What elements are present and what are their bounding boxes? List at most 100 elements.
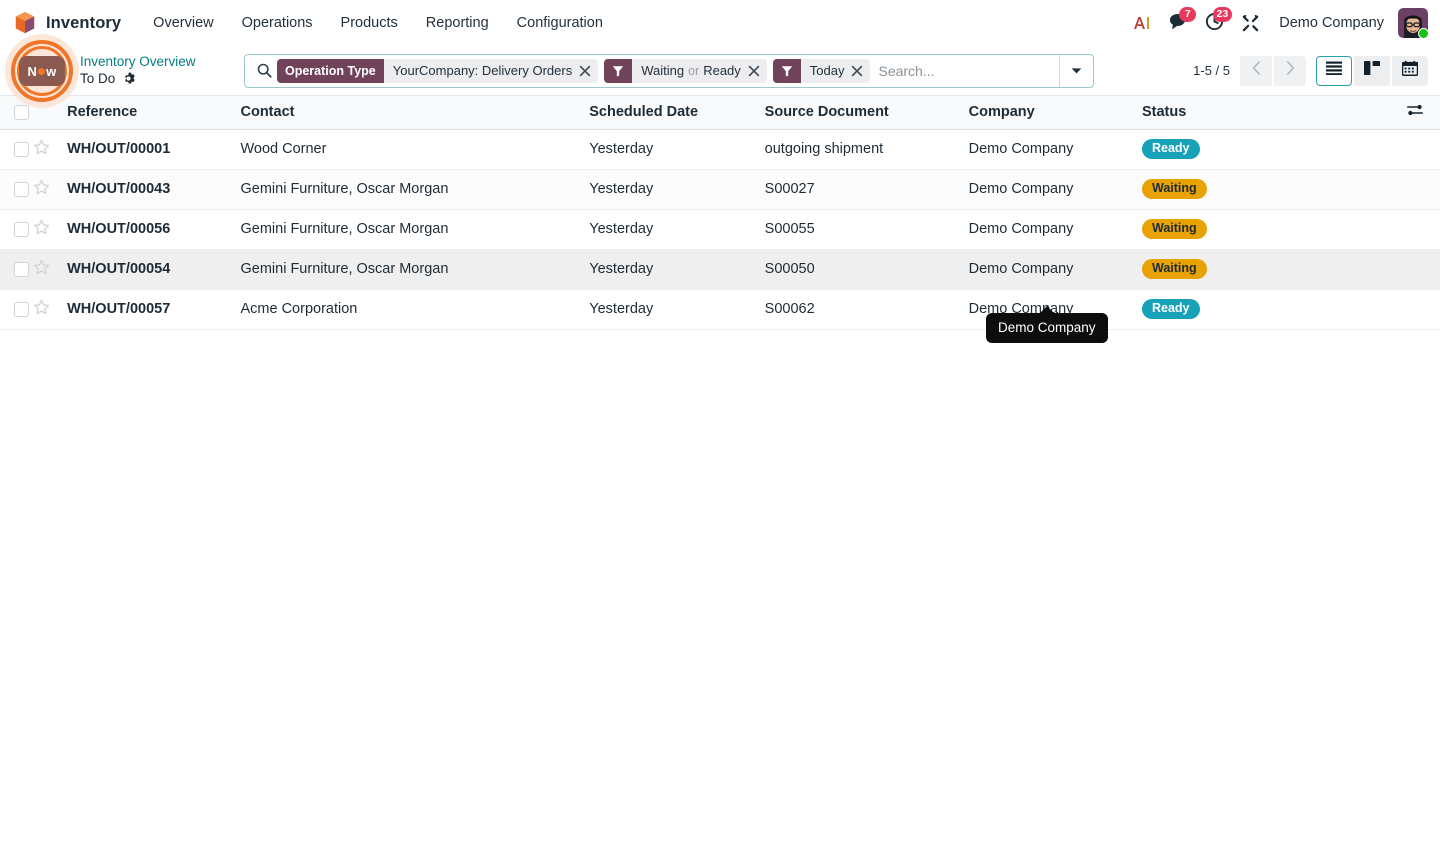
row-favorite-cell[interactable] xyxy=(32,209,60,250)
column-header-source-document[interactable]: Source Document xyxy=(756,96,961,130)
column-header-company[interactable]: Company xyxy=(960,96,1134,130)
facet-status-filter[interactable]: Waiting or Ready xyxy=(604,58,767,83)
nav-item-reporting[interactable]: Reporting xyxy=(425,15,489,31)
column-header-status[interactable]: Status xyxy=(1133,96,1400,130)
table-row[interactable]: WH/OUT/00043 Gemini Furniture, Oscar Mor… xyxy=(0,169,1440,210)
reference-text: WH/OUT/00054 xyxy=(67,261,171,277)
favorite-header xyxy=(32,96,60,130)
checkbox-unchecked-icon[interactable] xyxy=(14,181,29,197)
row-favorite-cell[interactable] xyxy=(32,129,60,170)
cell-scheduled-date: Yesterday xyxy=(581,289,757,330)
column-header-contact[interactable]: Contact xyxy=(232,96,582,130)
pager-next-button[interactable] xyxy=(1274,55,1306,86)
select-all-header[interactable] xyxy=(0,96,33,130)
nav-item-operations[interactable]: Operations xyxy=(241,15,313,31)
company-switcher[interactable]: Demo Company xyxy=(1279,15,1384,31)
cell-contact: Gemini Furniture, Oscar Morgan xyxy=(232,169,582,210)
checkbox-unchecked-icon[interactable] xyxy=(14,261,29,277)
checkbox-unchecked-icon[interactable] xyxy=(14,141,29,157)
status-badge: Ready xyxy=(1141,138,1200,160)
breadcrumb-current-label: To Do xyxy=(80,70,116,86)
row-select-cell[interactable] xyxy=(0,169,33,210)
row-select-cell[interactable] xyxy=(0,289,33,330)
table-row[interactable]: WH/OUT/00057 Acme Corporation Yesterday … xyxy=(0,289,1440,330)
cell-source-document: outgoing shipment xyxy=(756,129,961,170)
close-icon[interactable] xyxy=(851,65,863,77)
star-icon[interactable] xyxy=(33,259,50,280)
cell-scheduled-date: Yesterday xyxy=(581,209,757,250)
cell-spacer xyxy=(1399,169,1440,210)
breadcrumb-parent[interactable]: Inventory Overview xyxy=(80,53,196,69)
row-favorite-cell[interactable] xyxy=(32,169,60,210)
status-badge: Ready xyxy=(1141,298,1200,320)
view-button-kanban[interactable] xyxy=(1354,55,1390,86)
star-icon[interactable] xyxy=(33,219,50,240)
nav-item-configuration[interactable]: Configuration xyxy=(516,15,603,31)
records-table: Reference Contact Scheduled Date Source … xyxy=(0,96,1440,330)
pager-value[interactable]: 1-5 / 5 xyxy=(1193,63,1230,78)
status-badge: Waiting xyxy=(1141,258,1207,280)
cell-status: Waiting xyxy=(1133,249,1400,290)
facet-separator: or xyxy=(688,63,700,78)
cell-company: Demo Company xyxy=(960,129,1134,170)
row-favorite-cell[interactable] xyxy=(32,249,60,290)
facet-value-text: YourCompany: Delivery Orders xyxy=(392,63,573,78)
row-select-cell[interactable] xyxy=(0,209,33,250)
checkbox-unchecked-icon[interactable] xyxy=(14,221,29,237)
control-panel-right: 1-5 / 5 xyxy=(1185,55,1428,86)
row-select-cell[interactable] xyxy=(0,129,33,170)
kanban-view-icon xyxy=(1364,61,1380,80)
star-icon[interactable] xyxy=(33,179,50,200)
close-icon[interactable] xyxy=(748,65,760,77)
avatar[interactable] xyxy=(1398,8,1429,39)
pager-previous-button[interactable] xyxy=(1240,55,1272,86)
gear-icon[interactable] xyxy=(122,72,136,85)
control-panel: Inventory Overview To Do Operation Type … xyxy=(0,46,1440,96)
nav-item-overview[interactable]: Overview xyxy=(153,15,214,31)
search-options-toggle[interactable] xyxy=(1059,54,1093,87)
row-select-cell[interactable] xyxy=(0,249,33,290)
search-facets: Operation Type YourCompany: Delivery Ord… xyxy=(277,58,874,83)
cell-status: Waiting xyxy=(1133,209,1400,250)
table-row[interactable]: WH/OUT/00001 Wood Corner Yesterday outgo… xyxy=(0,129,1440,170)
breadcrumb: Inventory Overview To Do xyxy=(14,54,244,88)
magnifier-icon xyxy=(251,63,277,78)
checkbox-unchecked-icon[interactable] xyxy=(14,104,29,120)
star-icon[interactable] xyxy=(33,139,50,160)
column-header-reference[interactable]: Reference xyxy=(59,96,233,130)
caret-down-icon xyxy=(1071,62,1082,80)
cell-reference: WH/OUT/00001 xyxy=(59,129,233,170)
facet-operation-type[interactable]: Operation Type YourCompany: Delivery Ord… xyxy=(277,58,599,83)
view-button-calendar[interactable] xyxy=(1392,55,1428,86)
app-name: Inventory xyxy=(46,13,122,32)
table-row[interactable]: WH/OUT/00054 Gemini Furniture, Oscar Mor… xyxy=(0,249,1440,290)
close-icon[interactable] xyxy=(579,65,591,77)
cell-status: Ready xyxy=(1133,129,1400,170)
column-header-scheduled-date[interactable]: Scheduled Date xyxy=(581,96,757,130)
table-body: WH/OUT/00001 Wood Corner Yesterday outgo… xyxy=(0,129,1440,330)
nav-item-products[interactable]: Products xyxy=(340,15,398,31)
messages-button[interactable]: 7 xyxy=(1161,6,1197,40)
table-header: Reference Contact Scheduled Date Source … xyxy=(0,96,1440,130)
main-navbar: Inventory Overview Operations Products R… xyxy=(0,0,1440,46)
row-favorite-cell[interactable] xyxy=(32,289,60,330)
cell-scheduled-date: Yesterday xyxy=(581,249,757,290)
facet-value-text-waiting: Waiting xyxy=(641,63,685,78)
cell-reference: WH/OUT/00054 xyxy=(59,249,233,290)
facet-operation-type-value: YourCompany: Delivery Orders xyxy=(384,59,598,83)
view-button-list[interactable] xyxy=(1316,55,1352,86)
table-row[interactable]: WH/OUT/00056 Gemini Furniture, Oscar Mor… xyxy=(0,209,1440,250)
cell-source-document: S00027 xyxy=(756,169,961,210)
ai-icon[interactable] xyxy=(1125,6,1159,40)
star-icon[interactable] xyxy=(33,299,50,320)
sliders-icon[interactable] xyxy=(1407,103,1424,121)
search-input[interactable] xyxy=(874,62,1059,79)
cell-company: Demo Company xyxy=(960,249,1134,290)
checkbox-unchecked-icon[interactable] xyxy=(14,301,29,317)
user-avatar-icon xyxy=(1398,8,1428,38)
app-brand[interactable]: Inventory xyxy=(14,11,121,35)
activities-button[interactable]: 23 xyxy=(1197,6,1233,40)
wrench-tools-icon[interactable] xyxy=(1233,6,1267,40)
reference-text: WH/OUT/00043 xyxy=(67,181,171,197)
facet-today-filter[interactable]: Today xyxy=(772,58,871,83)
